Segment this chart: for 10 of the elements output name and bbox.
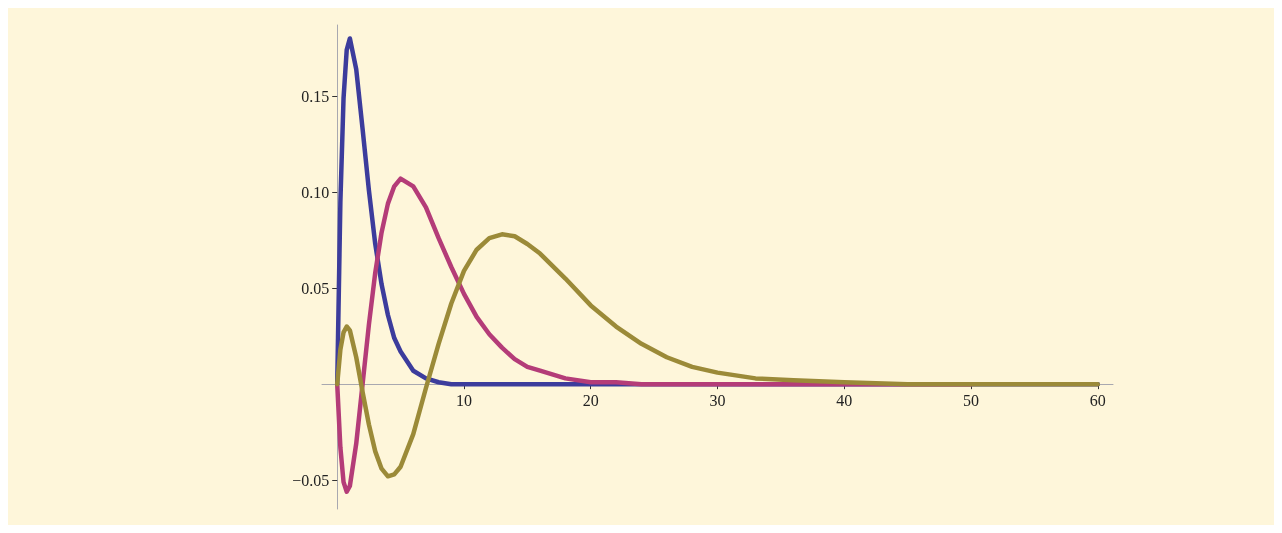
x-tick-label: 40 [836,391,853,409]
x-tick-label: 10 [455,391,472,409]
y-tick-label: −0.05 [292,471,330,489]
y-tick-label: 0.05 [301,279,330,297]
x-tick-label: 20 [582,391,599,409]
y-tick-label: 0.15 [301,87,330,105]
x-tick-label: 60 [1089,391,1106,409]
x-tick-label: 30 [709,391,726,409]
x-tick-label: 50 [963,391,980,409]
y-tick-label: 0.10 [301,183,330,201]
